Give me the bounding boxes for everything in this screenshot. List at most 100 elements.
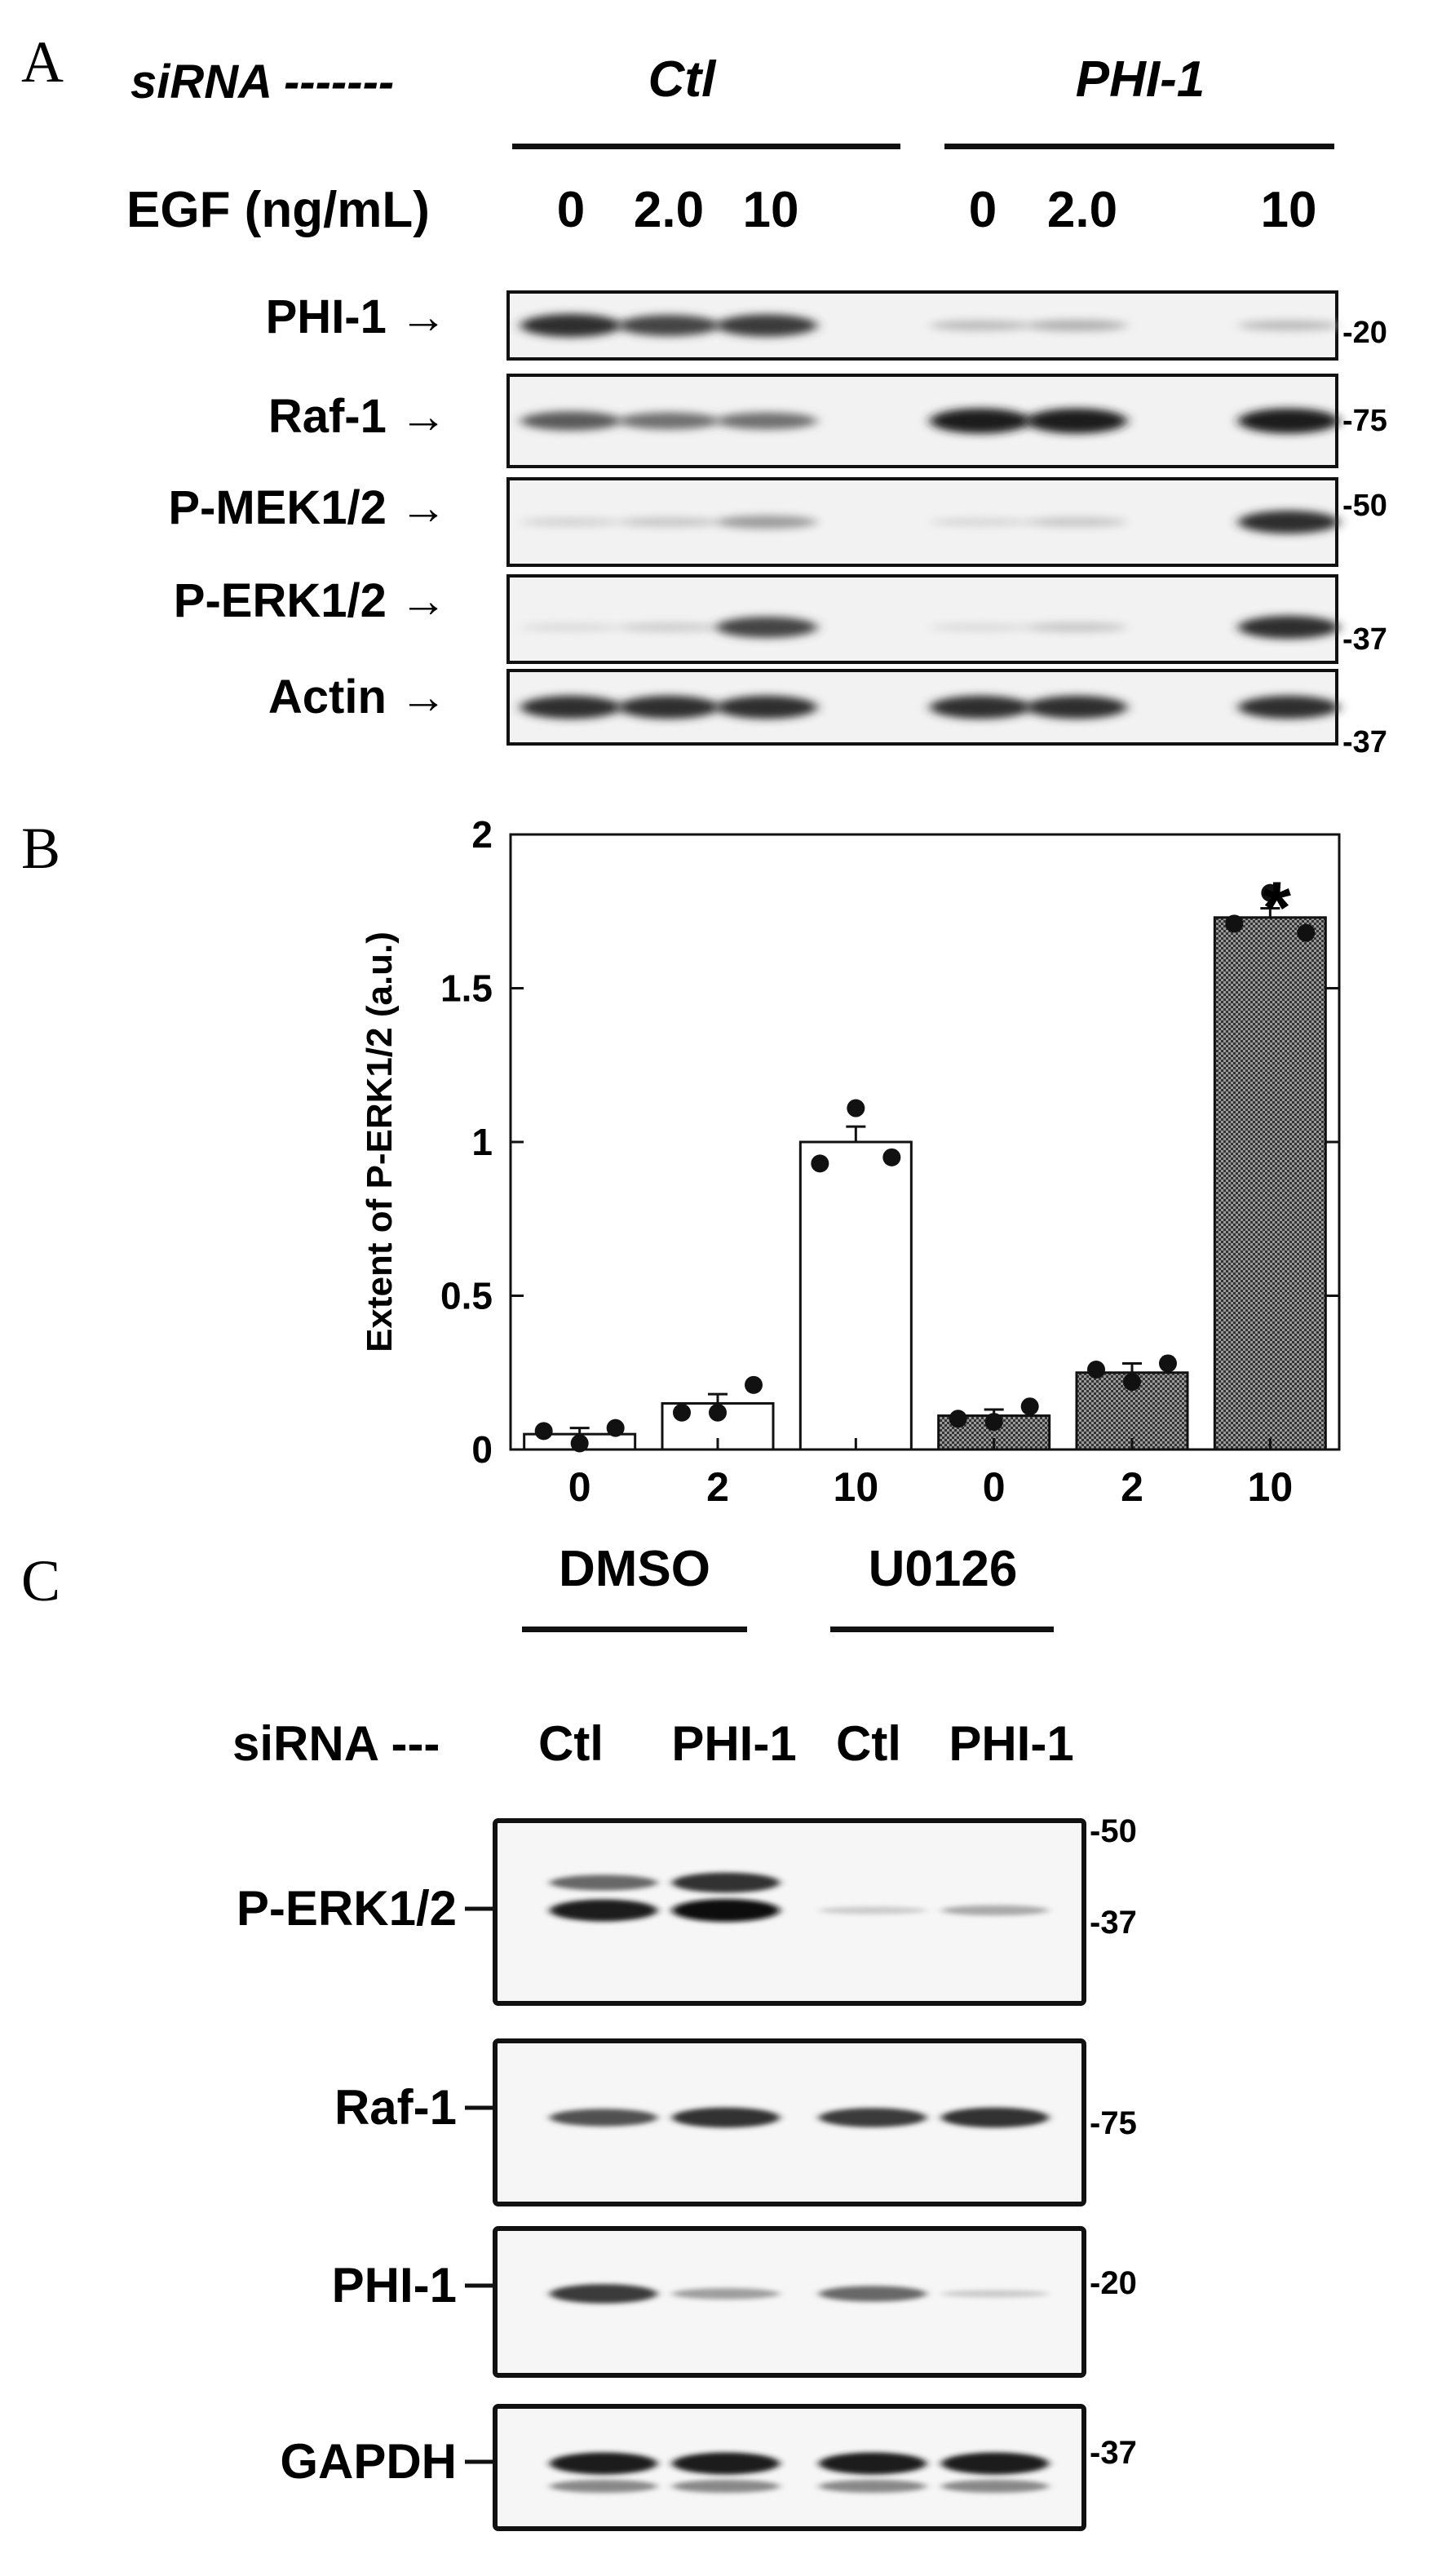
x-axis-labels: 0 2 10 0 2 10	[568, 1438, 1293, 1510]
panel-c-lane-labels: Ctl PHI-1 Ctl PHI-1	[538, 1716, 1074, 1771]
blot-label: P-MEK1/2 →	[168, 481, 447, 534]
significance-asterisk: *	[1263, 867, 1291, 949]
band	[1238, 320, 1339, 331]
blot-frame	[493, 2038, 1086, 2206]
data-point	[984, 1413, 1003, 1432]
lane-label: Ctl	[836, 1716, 901, 1771]
panel-b-letter: B	[21, 816, 60, 881]
mw-marker: -75	[1342, 404, 1387, 438]
data-point	[949, 1410, 967, 1428]
band	[716, 314, 817, 337]
band	[1026, 517, 1127, 527]
band	[618, 412, 719, 430]
blot-row: PHI-1 → -20	[266, 290, 1387, 361]
panel-c-letter: C	[21, 1548, 60, 1613]
band	[1026, 408, 1127, 434]
treatment-bar-u0126	[830, 1627, 1054, 1632]
band	[672, 1872, 780, 1893]
band	[1238, 510, 1339, 534]
egf-value: 10	[743, 182, 799, 238]
treatment-bar-dmso	[522, 1627, 747, 1632]
y-tick-label: 1	[471, 1121, 493, 1163]
band	[550, 1874, 657, 1891]
blot-frame	[493, 2404, 1086, 2531]
bars	[523, 883, 1327, 1453]
band	[550, 2452, 657, 2475]
panel-a-letter: A	[21, 29, 64, 95]
band	[672, 1899, 780, 1922]
y-axis-label: Extent of P-ERK1/2 (a.u.)	[360, 932, 400, 1352]
egf-value: 2.0	[1047, 182, 1117, 238]
band	[930, 408, 1031, 434]
band	[930, 320, 1031, 331]
egf-value: 0	[969, 182, 997, 238]
band	[716, 695, 817, 719]
group-bar-ctl	[512, 144, 900, 149]
y-tick-label: 0.5	[440, 1275, 493, 1317]
lane-label: Ctl	[538, 1716, 604, 1771]
group-label-ctl: Ctl	[648, 51, 717, 108]
band	[819, 2108, 927, 2127]
band	[716, 412, 817, 430]
band	[550, 2480, 657, 2493]
blot-label: Actin →	[268, 671, 447, 724]
blot-label: GAPDH	[280, 2434, 457, 2489]
band	[941, 2107, 1049, 2128]
mw-marker: -20	[1342, 316, 1387, 350]
band	[550, 2284, 657, 2304]
mw-marker: -37	[1342, 725, 1387, 759]
data-point	[847, 1099, 865, 1118]
blot-row: PHI-1 -20	[332, 2226, 1137, 2378]
y-axis-ticks: 0 0.5 1 1.5 2	[440, 813, 1339, 1471]
egf-label: EGF (ng/mL)	[126, 182, 430, 238]
panel-c-blots: P-ERK1/2 -50 -37 Raf-1 -75 PHI-1 -20 GAPDH -…	[237, 1813, 1137, 2531]
band	[672, 2480, 780, 2493]
x-tick-label: 0	[568, 1464, 591, 1510]
band	[941, 2290, 1049, 2298]
data-point	[1159, 1354, 1177, 1373]
data-point	[811, 1154, 829, 1173]
blot-label: PHI-1 →	[266, 290, 447, 343]
lane-label: PHI-1	[949, 1716, 1073, 1771]
band	[1238, 695, 1339, 719]
band	[930, 518, 1031, 526]
y-tick-label: 1.5	[440, 967, 493, 1010]
band	[550, 2109, 657, 2127]
lane-label: PHI-1	[671, 1716, 796, 1771]
band	[550, 1899, 657, 1922]
blot-row: P-ERK1/2 → -37	[174, 574, 1387, 664]
band	[520, 695, 621, 719]
mw-marker: -37	[1090, 2435, 1137, 2471]
band	[1238, 615, 1339, 640]
band	[819, 1906, 927, 1914]
data-point	[882, 1148, 901, 1166]
x-tick-label: 2	[1121, 1464, 1143, 1510]
data-point	[673, 1403, 691, 1422]
band	[1026, 695, 1127, 719]
mw-marker: -37	[1090, 1905, 1137, 1941]
band	[520, 411, 621, 431]
blot-label: P-ERK1/2 →	[174, 574, 447, 627]
treatment-label-u0126: U0126	[869, 1541, 1018, 1597]
blot-label: PHI-1	[332, 2258, 457, 2313]
mw-marker: -20	[1090, 2265, 1137, 2301]
group-bar-phi1	[944, 144, 1334, 149]
band	[672, 2452, 780, 2475]
data-point	[1020, 1397, 1039, 1416]
band	[618, 315, 719, 336]
band	[819, 2480, 927, 2493]
x-tick-label: 0	[983, 1464, 1006, 1510]
mw-marker: -50	[1090, 1813, 1137, 1849]
data-point	[1261, 883, 1280, 902]
band	[672, 2288, 780, 2299]
blot-frame	[493, 1818, 1086, 2006]
band	[1026, 622, 1127, 632]
blot-label: Raf-1 →	[268, 390, 447, 443]
x-tick-label: 10	[834, 1464, 879, 1510]
egf-value: 0	[557, 182, 585, 238]
band	[520, 517, 621, 527]
data-point	[534, 1422, 553, 1441]
band	[520, 313, 621, 338]
band	[930, 695, 1031, 719]
